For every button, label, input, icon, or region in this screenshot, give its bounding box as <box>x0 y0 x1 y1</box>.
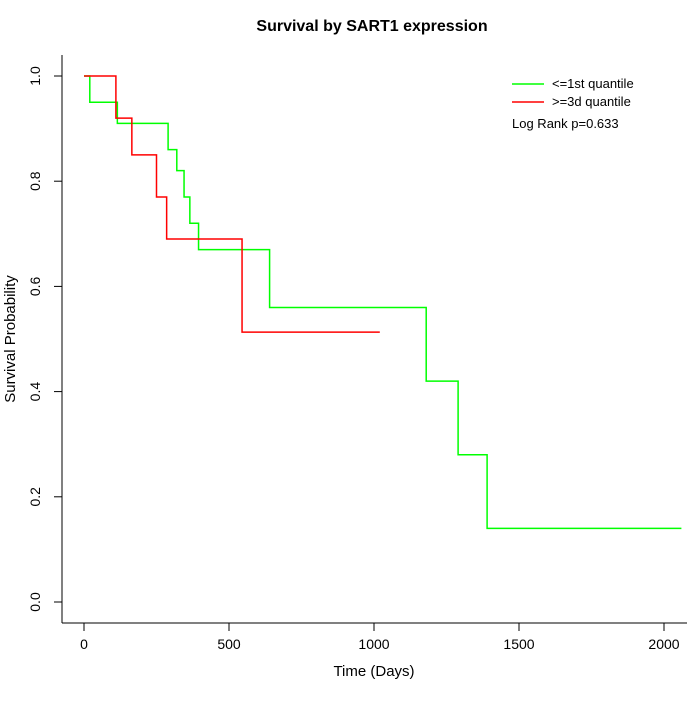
y-tick-label: 0.4 <box>27 382 43 402</box>
series-lines <box>84 75 682 530</box>
y-tick-label: 1.0 <box>27 66 43 86</box>
y-axis-label: Survival Probability <box>2 275 19 403</box>
y-tick-label: 0.6 <box>27 276 43 296</box>
legend: <=1st quantile >=3d quantile Log Rank p=… <box>512 76 634 131</box>
x-tick-label: 500 <box>217 636 241 652</box>
y-tick-label: 0.8 <box>27 171 43 191</box>
legend-label-green: <=1st quantile <box>552 76 634 91</box>
x-tick-label: 0 <box>80 636 88 652</box>
series-line-0 <box>84 75 682 530</box>
x-tick-label: 2000 <box>648 636 679 652</box>
legend-label-red: >=3d quantile <box>552 94 631 109</box>
x-tick-label: 1000 <box>358 636 389 652</box>
x-tick-label: 1500 <box>503 636 534 652</box>
axes: 0 500 1000 1500 2000 0.0 0.2 0.4 0.6 0.8 1.0 <box>27 55 687 652</box>
log-rank-annotation: Log Rank p=0.633 <box>512 116 619 131</box>
y-tick-label: 0.0 <box>27 592 43 612</box>
y-tick-label: 0.2 <box>27 487 43 507</box>
x-axis-label: Time (Days) <box>333 663 414 680</box>
series-line-1 <box>84 75 380 333</box>
chart-title: Survival by SART1 expression <box>256 18 487 35</box>
